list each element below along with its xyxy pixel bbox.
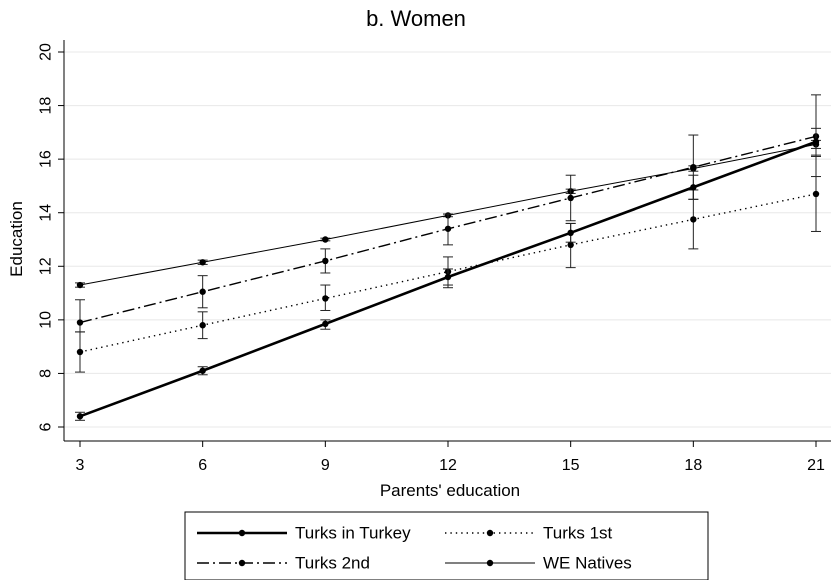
x-tick-label: 9 (321, 457, 330, 474)
legend-item: Turks 2nd (197, 554, 370, 573)
data-point (199, 367, 206, 374)
legend-item: WE Natives (445, 554, 632, 573)
x-tick-label: 12 (439, 457, 457, 474)
y-tick-label: 18 (38, 97, 55, 115)
legend-marker (486, 559, 494, 567)
y-tick-label: 16 (38, 150, 55, 168)
legend-label: Turks 1st (543, 524, 613, 543)
x-tick-label: 18 (684, 457, 702, 474)
x-tick-label: 6 (198, 457, 207, 474)
legend-label: Turks in Turkey (295, 524, 411, 543)
chart-title: b. Women (366, 6, 466, 31)
data-point (322, 295, 329, 302)
data-point (444, 273, 452, 281)
data-point (690, 163, 697, 171)
legend-box (184, 511, 709, 580)
x-tick-label: 21 (807, 457, 825, 474)
data-point (199, 288, 206, 295)
data-point (76, 281, 84, 289)
legend-marker (486, 529, 494, 537)
series-turks-1st (75, 155, 821, 373)
legend-label: Turks 2nd (295, 554, 370, 573)
legend-label: WE Natives (543, 554, 632, 573)
data-point (567, 241, 574, 249)
data-point (199, 322, 206, 329)
y-tick-label: 12 (38, 257, 55, 275)
y-tick-label: 8 (38, 369, 55, 378)
y-tick-label: 14 (38, 204, 55, 222)
y-axis-title: Education (7, 201, 26, 277)
y-tick-label: 6 (38, 422, 55, 431)
legend: Turks in Turkey Turks 1st Turks 2nd WE Nati… (184, 511, 709, 580)
y-ticks: 6 8 10 12 14 16 18 20 (38, 43, 64, 431)
x-tick-label: 15 (562, 457, 580, 474)
y-tick-label: 10 (38, 311, 55, 329)
data-point (322, 236, 329, 243)
data-point (76, 348, 84, 356)
series-turks-in-turkey (75, 127, 821, 421)
legend-marker (238, 559, 246, 567)
data-point (690, 216, 697, 223)
data-point (812, 138, 820, 145)
data-point (812, 190, 820, 198)
data-point (76, 413, 84, 420)
legend-marker (238, 529, 246, 537)
series-layer (75, 94, 821, 421)
data-point (567, 194, 574, 202)
y-tick-label: 20 (38, 43, 55, 61)
data-point (322, 320, 329, 328)
data-point (76, 319, 84, 326)
x-ticks: 3 6 9 12 15 18 21 (76, 441, 825, 474)
data-point (444, 225, 452, 232)
legend-item: Turks in Turkey (197, 524, 411, 543)
data-point (690, 184, 697, 191)
data-point (567, 229, 574, 237)
data-point (322, 257, 329, 265)
x-tick-label: 3 (76, 457, 85, 474)
x-axis-title: Parents' education (380, 481, 520, 500)
legend-item: Turks 1st (445, 524, 613, 543)
data-point (199, 259, 206, 266)
